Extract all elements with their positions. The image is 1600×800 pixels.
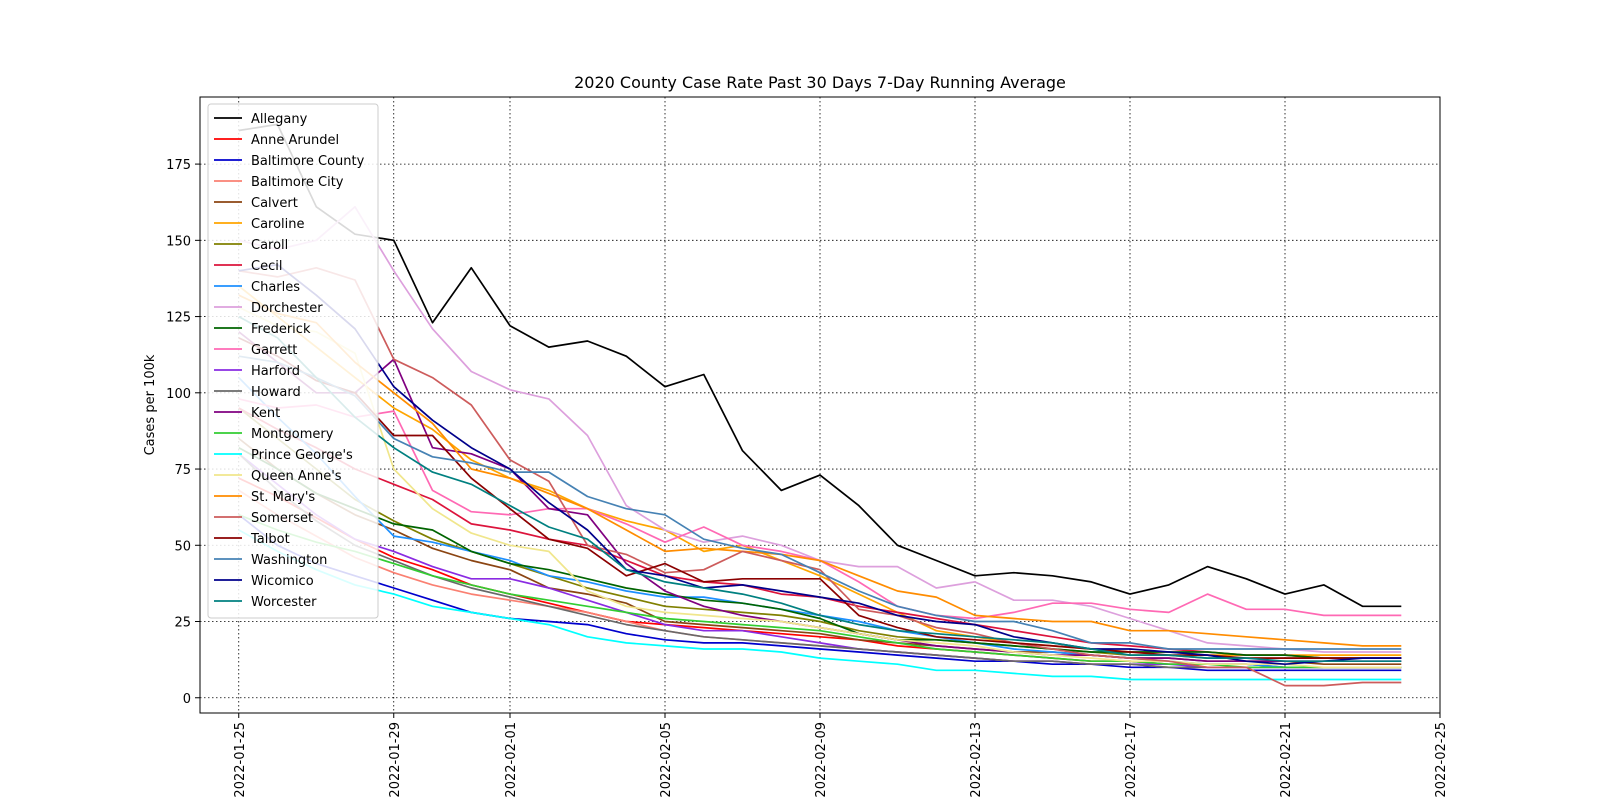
legend-label-queen-anne-s: Queen Anne's xyxy=(251,469,342,484)
legend-label-garrett: Garrett xyxy=(251,343,297,358)
legend-box xyxy=(207,103,379,619)
y-tick-label: 25 xyxy=(174,616,191,631)
legend-label-harford: Harford xyxy=(251,364,300,379)
y-axis: 0 25 50 75 100 125 150 175 xyxy=(166,158,200,707)
legend-label-allegany: Allegany xyxy=(251,112,308,127)
legend-label-somerset: Somerset xyxy=(251,511,313,526)
x-tick-label: 2022-02-01 xyxy=(504,722,519,798)
legend-label-calvert: Calvert xyxy=(251,196,298,211)
x-tick-label: 2022-02-17 xyxy=(1124,722,1139,798)
series-line-baltimore-county xyxy=(238,514,1402,672)
series-line-prince-george-s xyxy=(238,529,1402,681)
x-tick-label: 2022-02-21 xyxy=(1279,722,1294,798)
series-line-wicomico xyxy=(238,263,1402,666)
x-tick-label: 2022-01-25 xyxy=(233,722,248,798)
y-tick-label: 175 xyxy=(166,158,191,173)
x-axis: 2022-01-25 2022-01-29 2022-02-01 2022-02-05… xyxy=(233,713,1449,798)
x-tick-label: 2022-01-29 xyxy=(388,722,403,798)
legend-label-prince-george-s: Prince George's xyxy=(251,448,353,463)
legend-label-worcester: Worcester xyxy=(251,595,317,610)
series-line-worcester xyxy=(238,315,1402,663)
legend-label-montgomery: Montgomery xyxy=(251,427,334,442)
legend-label-charles: Charles xyxy=(251,280,300,295)
legend-label-baltimore-city: Baltimore City xyxy=(251,175,344,190)
series-lines xyxy=(238,123,1402,687)
legend-label-st-mary-s: St. Mary's xyxy=(251,490,315,505)
y-tick-label: 125 xyxy=(166,311,191,326)
x-tick-label: 2022-02-13 xyxy=(969,722,984,798)
x-tick-label: 2022-02-25 xyxy=(1434,722,1449,798)
legend-label-kent: Kent xyxy=(251,406,280,421)
y-tick-label: 0 xyxy=(183,692,191,707)
legend-label-caroll: Caroll xyxy=(251,238,288,253)
legend-label-cecil: Cecil xyxy=(251,259,282,274)
series-line-queen-anne-s xyxy=(238,306,1402,669)
legend-label-anne-arundel: Anne Arundel xyxy=(251,133,339,148)
series-line-somerset xyxy=(238,266,1402,687)
legend-label-dorchester: Dorchester xyxy=(251,301,323,316)
legend-label-baltimore-county: Baltimore County xyxy=(251,154,365,169)
chart-title: 2020 County Case Rate Past 30 Days 7-Day… xyxy=(574,73,1066,92)
legend-label-washington: Washington xyxy=(251,553,327,568)
y-axis-label: Cases per 100k xyxy=(143,354,158,455)
legend-label-frederick: Frederick xyxy=(251,322,311,337)
y-tick-label: 75 xyxy=(174,463,191,478)
legend: Allegany Anne Arundel Baltimore County Balt… xyxy=(207,103,379,619)
y-tick-label: 150 xyxy=(166,234,191,249)
x-tick-label: 2022-02-05 xyxy=(659,722,674,798)
legend-label-howard: Howard xyxy=(251,385,301,400)
series-line-st-mary-s xyxy=(238,294,1402,647)
legend-label-wicomico: Wicomico xyxy=(251,574,314,589)
legend-label-talbot: Talbot xyxy=(250,532,290,547)
series-line-allegany xyxy=(238,123,1402,608)
series-line-washington xyxy=(238,355,1402,650)
y-tick-label: 100 xyxy=(166,387,191,402)
x-tick-label: 2022-02-09 xyxy=(814,722,829,798)
legend-label-caroline: Caroline xyxy=(251,217,305,232)
series-line-frederick xyxy=(238,446,1402,659)
y-tick-label: 50 xyxy=(174,539,191,554)
